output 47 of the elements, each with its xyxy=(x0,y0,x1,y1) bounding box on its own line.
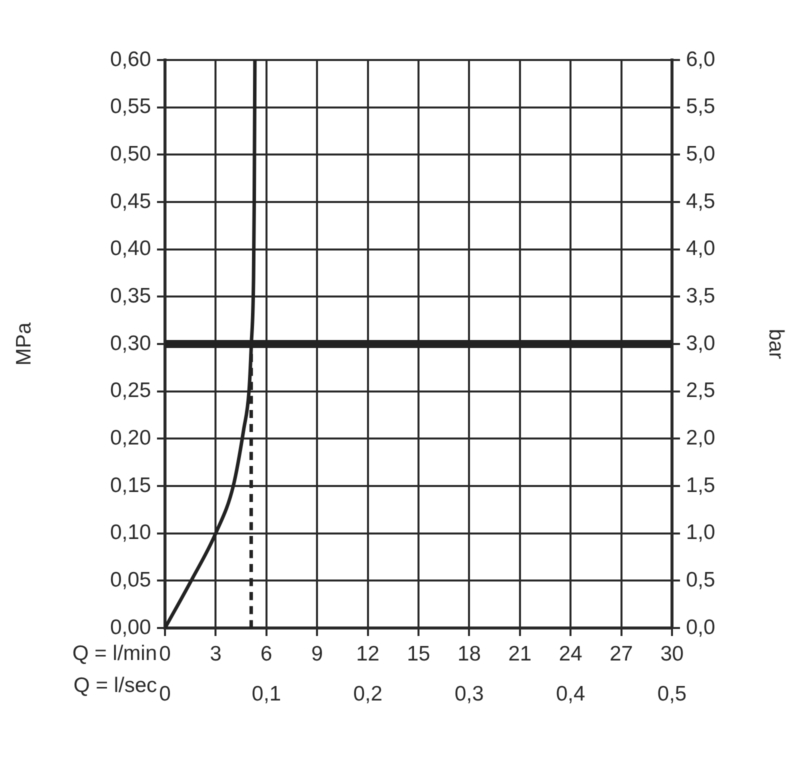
y-tick-label: 0,35 xyxy=(110,284,151,308)
y2-tick-label: 5,5 xyxy=(686,95,716,118)
y2-axis-title: bar xyxy=(764,328,788,360)
y-axis-title: MPa xyxy=(12,322,36,366)
x2-tick-label: 0,4 xyxy=(556,682,586,706)
x-tick-label: 21 xyxy=(508,642,532,666)
y2-tick-label: 6,0 xyxy=(686,48,716,71)
y-tick-label: 0,25 xyxy=(110,379,151,402)
y2-tick-label: 2,5 xyxy=(686,379,716,402)
x-tick-label: 0 xyxy=(159,642,171,666)
x2-tick-label: 0,1 xyxy=(252,682,281,706)
x-tick-label: 12 xyxy=(356,642,380,666)
y2-tick-label: 1,5 xyxy=(686,474,716,497)
x-tick-label: 9 xyxy=(311,642,323,666)
y-tick-label: 0,05 xyxy=(110,568,151,592)
x-tick-label: 30 xyxy=(660,642,684,666)
x2-axis-title: Q = l/sec xyxy=(74,674,157,697)
x2-tick-label: 0,3 xyxy=(454,682,484,706)
x-tick-label: 24 xyxy=(558,642,583,666)
x-tick-label: 27 xyxy=(610,642,633,666)
y-tick-label: 0,55 xyxy=(110,95,151,118)
x-tick-label: 18 xyxy=(458,642,481,666)
x-tick-label: 3 xyxy=(210,642,222,666)
y2-tick-label: 0,0 xyxy=(686,616,716,639)
x-axis-title: Q = l/min xyxy=(72,642,157,665)
y2-tick-label: 4,5 xyxy=(686,190,716,213)
x2-tick-label: 0,2 xyxy=(353,682,382,706)
x-tick-label: 15 xyxy=(406,642,430,666)
y2-tick-label: 3,0 xyxy=(686,332,716,355)
y-tick-label: 0,20 xyxy=(110,426,151,450)
y2-tick-label: 2,0 xyxy=(686,426,716,450)
y2-tick-label: 1,0 xyxy=(686,521,716,544)
y-tick-label: 0,10 xyxy=(110,521,151,544)
x-tick-label: 6 xyxy=(260,642,272,666)
y-tick-label: 0,30 xyxy=(110,332,151,355)
y-tick-label: 0,45 xyxy=(110,190,151,213)
y-tick-label: 0,00 xyxy=(110,616,151,639)
y-tick-label: 0,15 xyxy=(110,474,151,497)
y2-tick-label: 5,0 xyxy=(686,142,716,166)
y2-tick-label: 3,5 xyxy=(686,284,716,308)
y-tick-label: 0,60 xyxy=(110,48,151,71)
y2-tick-label: 4,0 xyxy=(686,237,716,260)
y-tick-label: 0,40 xyxy=(110,237,151,260)
y2-tick-label: 0,5 xyxy=(686,568,716,592)
x2-tick-label: 0,5 xyxy=(657,682,687,706)
y-tick-label: 0,50 xyxy=(110,142,151,166)
x2-tick-label: 0 xyxy=(159,682,171,706)
